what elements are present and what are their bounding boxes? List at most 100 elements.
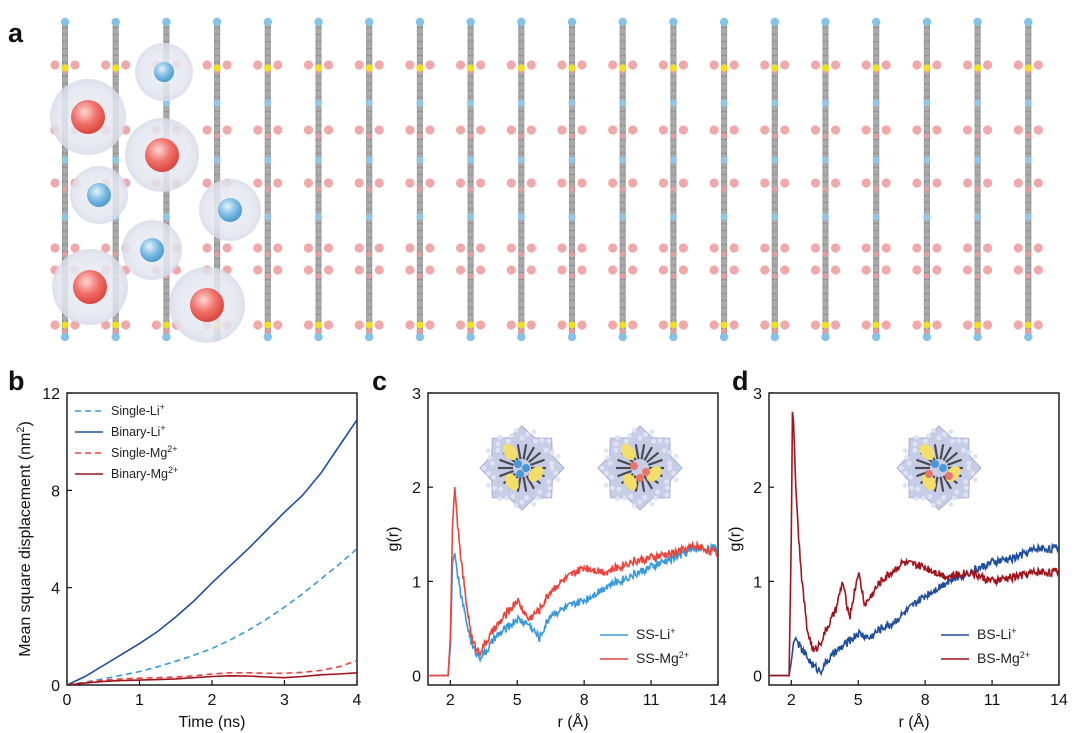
pore-chain [640,444,646,460]
pore-chain [525,446,535,461]
framework-atom [930,428,936,433]
sulfonate-group [502,443,518,461]
framework-atom [605,455,611,460]
framework-atom [549,465,555,471]
pore-inset [896,425,982,511]
legend-label: Binary-Mg2+ [111,465,178,481]
framework-atom [673,477,679,483]
rdf-chart-bs: 2 5 8 11 14 0 1 2 3 r (Å) g(r) BS-Li+ BS-Mg2+ [727,386,1068,731]
framework-atom [972,477,978,483]
sulfonate-group [646,466,662,482]
framework-atom [667,460,673,466]
x-tick-label: 8 [580,692,589,709]
plot-frame [768,392,1060,686]
framework-atom [936,499,942,505]
x-tick-label: 11 [984,692,1001,709]
sulfonate-group [922,473,936,491]
sheet-column [709,17,739,342]
x-axis-label: r (Å) [898,712,929,731]
framework-atom [950,438,956,444]
pore-ion [945,472,953,480]
framework-atom [908,474,913,480]
framework-atom [513,428,519,433]
pore-chain [617,458,632,466]
framework-atom [513,503,519,508]
framework-atom [927,494,933,499]
framework-atom [495,447,501,453]
framework-atom [963,492,969,498]
series-line-ss-li [428,542,718,677]
framework-atom [615,434,621,440]
framework-atom [926,433,931,439]
x-tick-label: 0 [63,692,72,709]
framework-atom [537,489,543,495]
sheet-column [760,17,790,342]
framework-atom [912,447,918,453]
pore-ion [514,460,522,468]
x-tick-label: 1 [135,692,144,709]
framework-atom [665,485,670,491]
framework-atom [539,438,545,443]
framework-atom [664,479,670,485]
panel-label-d: d [732,366,749,396]
pore-ion [925,470,933,478]
framework-atom [607,460,613,466]
y-axis-label: g(r) [727,527,744,552]
framework-atom [972,453,978,459]
rdf-chart-ss: 2 5 8 11 14 0 1 2 3 r (Å) g(r) SS-Li+ SS-Mg2+ [385,386,727,731]
y-tick-label: 8 [51,483,60,500]
framework-atom [921,495,926,501]
framework-atom [664,438,670,444]
framework-atom [941,432,947,437]
framework-atom [948,501,954,507]
framework-atom [956,438,962,443]
sheet-column [405,17,435,342]
framework-atom [613,441,619,447]
pore-chain [942,475,952,490]
framework-atom [964,485,969,491]
pore-chain [499,470,514,478]
framework-atom [495,441,501,447]
x-tick-label: 8 [921,692,930,709]
framework-atom [966,460,972,466]
pore-ion [630,462,638,470]
framework-atom [485,448,491,454]
framework-atom [505,438,511,444]
framework-atom [546,438,552,444]
framework-atom [898,465,904,471]
sheet-column [658,17,689,342]
series-line-binary-li [67,419,357,685]
framework-atom [553,470,558,476]
pore-chain [648,458,663,466]
pore-ion [636,474,644,482]
y-axis-label: Mean square displacement (nm2) [15,421,34,657]
panel-label-b: b [8,366,25,396]
li-ion [199,179,261,241]
x-tick-label: 5 [513,692,522,709]
framework-atom [941,495,947,501]
framework-atom [613,447,619,453]
framework-atom [481,465,487,471]
mg-ion [169,267,245,343]
framework-atom [970,470,975,476]
legend-label: BS-Mg2+ [977,650,1030,666]
framework-atom [631,503,637,508]
sulfonate-group [623,473,637,491]
sheet-column [963,17,993,342]
framework-atom [667,465,673,471]
pore-chain [516,476,522,492]
framework-atom [485,482,491,488]
framework-atom [524,495,530,501]
legend: Single-Li+ Binary-Li+ Single-Mg2+ Binary-Mg… [75,402,178,481]
y-axis-label: g(r) [385,527,402,552]
pore-ion [516,470,524,478]
x-axis-label: r (Å) [557,712,588,731]
framework-atom [524,432,530,437]
pore-ion [522,464,530,472]
y-tick-label: 1 [753,574,762,591]
x-axis-label: Time (ns) [179,714,246,731]
sheet-column [1013,17,1043,342]
y-tick-label: 3 [753,386,762,403]
legend: BS-Li+ BS-Mg2+ [941,626,1030,666]
